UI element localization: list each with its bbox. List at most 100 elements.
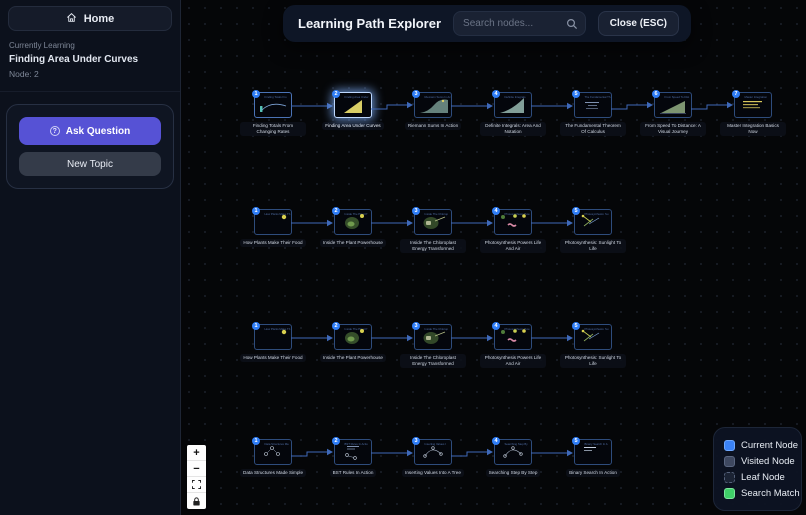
- close-button[interactable]: Close (ESC): [597, 11, 679, 36]
- svg-text:How Plants Make Th: How Plants Make Th: [265, 212, 291, 216]
- question-mark-icon: ?: [49, 126, 60, 136]
- riemann-thumb-icon: Riemann Sums In Ac: [420, 95, 451, 113]
- graph-row: 1 How Plants Make Th How Plants Make Their…: [233, 322, 633, 382]
- node-number-badge: 2: [332, 322, 340, 330]
- zoom-in-icon[interactable]: +: [187, 445, 206, 461]
- explorer-title: Learning Path Explorer: [298, 16, 442, 31]
- graph-node[interactable]: 3 Riemann Sums In Ac Riemann Sums In Actio…: [393, 90, 473, 130]
- node-number-badge: 5: [572, 207, 580, 215]
- node-label: Finding Area Under Curves: [322, 122, 384, 130]
- sun-dot-thumb-icon: How Plants Make Th: [265, 327, 291, 335]
- edge-arrow: [371, 216, 415, 228]
- graph-node[interactable]: 2 Finding Area Under Finding Area Under Cu…: [313, 90, 393, 130]
- node-thumbnail: 1 How Plants Make Th: [252, 322, 292, 350]
- graph-node[interactable]: 5 Binary Search In A Binary Search In Acti…: [553, 437, 633, 477]
- graph-row: 1 Data Structures Ma Data Structures Made …: [233, 437, 633, 497]
- node-number-badge: 6: [652, 90, 660, 98]
- lock-icon[interactable]: [187, 493, 206, 509]
- node-number-badge: 4: [492, 322, 500, 330]
- edge-arrow: [451, 99, 495, 111]
- ramp-thumb-icon: From Speed To Dist: [660, 95, 689, 114]
- graph-node[interactable]: 6 From Speed To Dist From Speed To Distanc…: [633, 90, 713, 136]
- ask-question-button[interactable]: ? Ask Question: [19, 117, 161, 145]
- node-number-badge: 3: [412, 90, 420, 98]
- graph-node[interactable]: 1 Data Structures Ma Data Structures Made …: [233, 437, 313, 477]
- graph-row: 1 Finding Totals Fro Finding Totals From C…: [233, 90, 793, 150]
- legend-item: Search Match: [724, 485, 800, 501]
- svg-text:Data Structures Ma: Data Structures Ma: [265, 442, 290, 446]
- graph-node[interactable]: 2 Inside The Plant P Inside The Plant Powe…: [313, 207, 393, 247]
- edge-arrow: [371, 446, 415, 458]
- node-number-badge: 2: [332, 437, 340, 445]
- node-label: Inside The Plant Powerhouse: [320, 354, 386, 362]
- node-number-badge: 5: [572, 437, 580, 445]
- svg-text:Binary Search In A: Binary Search In A: [585, 442, 608, 446]
- text-lines-thumb-icon: Binary Search In A: [584, 442, 608, 451]
- node-number-badge: 1: [252, 437, 260, 445]
- node-label: From Speed To Distance: A Visual Journey: [640, 122, 706, 136]
- node-thumbnail: 3 Inside The Chlorop: [412, 322, 452, 350]
- node-thumbnail: 5 Binary Search In A: [572, 437, 612, 465]
- graph-node[interactable]: 4 Photosynthesis Pow Photosynthesis Powers…: [473, 322, 553, 368]
- svg-text:The Fundamental Th: The Fundamental Th: [585, 95, 611, 99]
- current-topic-section: Currently Learning Finding Area Under Cu…: [0, 31, 180, 92]
- chloroplast-thumb-icon: Inside The Chlorop: [423, 212, 449, 229]
- svg-text:Inside The Plant P: Inside The Plant P: [345, 327, 368, 331]
- search-box: [453, 11, 586, 36]
- new-topic-button[interactable]: New Topic: [19, 152, 161, 176]
- edge-arrow: [451, 216, 495, 228]
- cell-thumb-icon: Inside The Plant P: [345, 212, 367, 229]
- graph-node[interactable]: 1 How Plants Make Th How Plants Make Their…: [233, 322, 313, 362]
- node-thumbnail: 2 Finding Area Under: [332, 90, 372, 118]
- node-thumbnail: 3 Riemann Sums In Ac: [412, 90, 452, 118]
- graph-node[interactable]: 5 Photosynthesis: Su Photosynthesis: Sunli…: [553, 322, 633, 368]
- graph-node[interactable]: 5 Photosynthesis: Su Photosynthesis: Sunli…: [553, 207, 633, 253]
- fit-view-icon[interactable]: [187, 477, 206, 493]
- node-thumbnail: 1 How Plants Make Th: [252, 207, 292, 235]
- flow-thumb-icon: Photosynthesis: Su: [581, 327, 609, 342]
- search-input[interactable]: [453, 11, 586, 36]
- legend-swatch: [724, 455, 735, 467]
- graph-node[interactable]: 3 Inside The Chlorop Inside The Chloroplas…: [393, 322, 473, 368]
- graph-node[interactable]: 4 Searching Step By Searching Step By Ste…: [473, 437, 553, 477]
- graph-canvas[interactable]: Learning Path Explorer Close (ESC) 1 Find…: [181, 0, 806, 515]
- zoom-out-icon[interactable]: −: [187, 461, 206, 477]
- graph-node[interactable]: 1 How Plants Make Th How Plants Make Their…: [233, 207, 313, 247]
- graph-node[interactable]: 3 Inside The Chlorop Inside The Chloroplas…: [393, 207, 473, 253]
- graph-node[interactable]: 2 BST Rules In Actio BST Rules In Action: [313, 437, 393, 477]
- node-label: Definite Integrals: Area And Notation: [480, 122, 546, 136]
- edge-arrow: [451, 331, 495, 343]
- node-label: Data Structures Made Simple: [240, 469, 306, 477]
- graph-node[interactable]: 7 Master Integration Master Integration Ba…: [713, 90, 793, 136]
- node-number-badge: 1: [252, 207, 260, 215]
- node-thumbnail: 5 Photosynthesis: Su: [572, 207, 612, 235]
- home-button[interactable]: Home: [8, 6, 172, 31]
- node-number-badge: 3: [412, 437, 420, 445]
- svg-text:Definite Integrals: Definite Integrals: [505, 95, 527, 99]
- node-thumbnail: 4 Definite Integrals: [492, 90, 532, 118]
- node-thumbnail: 7 Master Integration: [732, 90, 772, 118]
- legend-label: Leaf Node: [741, 471, 785, 483]
- node-thumbnail: 6 From Speed To Dist: [652, 90, 692, 118]
- node-number-badge: 1: [252, 322, 260, 330]
- graph-node[interactable]: 5 The Fundamental Th The Fundamental Theor…: [553, 90, 633, 136]
- graph-node[interactable]: 4 Photosynthesis Pow Photosynthesis Powers…: [473, 207, 553, 253]
- svg-text:Finding Totals Fro: Finding Totals Fro: [265, 95, 288, 99]
- node-number-badge: 3: [412, 322, 420, 330]
- graph-node[interactable]: 3 Inserting Values I Inserting Values Into…: [393, 437, 473, 477]
- node-thumbnail: 1 Data Structures Ma: [252, 437, 292, 465]
- graph-node[interactable]: 1 Finding Totals Fro Finding Totals From C…: [233, 90, 313, 136]
- sidebar-actions-panel: ? Ask Question New Topic: [6, 104, 174, 189]
- edge-arrow: [531, 99, 575, 111]
- graph-node[interactable]: 4 Definite Integrals Definite Integrals: A…: [473, 90, 553, 136]
- node-thumbnail: 5 The Fundamental Th: [572, 90, 612, 118]
- edge-arrow: [371, 331, 415, 343]
- graph-node[interactable]: 2 Inside The Plant P Inside The Plant Powe…: [313, 322, 393, 362]
- node-label: Photosynthesis Powers Life And Air: [480, 354, 546, 368]
- legend-swatch: [724, 471, 735, 483]
- molecules-thumb-icon: Photosynthesis Pow: [501, 327, 531, 342]
- legend-label: Search Match: [741, 487, 800, 499]
- node-number-badge: 7: [732, 90, 740, 98]
- node-number-badge: 2: [332, 207, 340, 215]
